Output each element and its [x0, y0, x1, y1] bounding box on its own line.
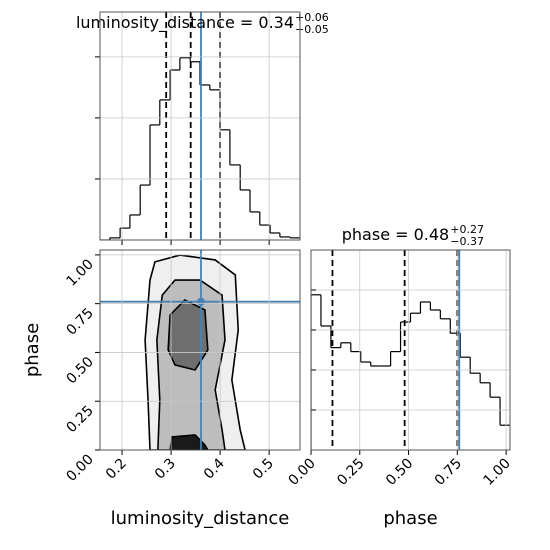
- contour: [167, 298, 209, 371]
- x-tick-label: 0.4: [201, 455, 228, 482]
- x-tick-label: 0.00: [285, 456, 318, 489]
- x-tick-label: 0.50: [383, 456, 416, 489]
- y-tick-label: 0.75: [63, 305, 96, 338]
- truth-point: [196, 297, 205, 306]
- plot-area: [311, 250, 510, 450]
- title-upper: +0.27: [450, 223, 484, 236]
- x-axis-label: phase: [383, 508, 437, 529]
- title-lower: −0.05: [295, 23, 329, 36]
- plot-area: [100, 12, 300, 240]
- y-axis-label: phase: [22, 323, 43, 377]
- y-tick-label: 0.50: [63, 354, 96, 387]
- x-tick-label: 0.2: [103, 456, 130, 483]
- title-lower: −0.37: [450, 235, 484, 248]
- panel-title: luminosity_distance = 0.34: [76, 13, 294, 33]
- x-tick-label: 0.5: [250, 456, 277, 483]
- frame: [99, 11, 301, 241]
- plot-area: [100, 250, 300, 450]
- x-tick-label: 0.75: [432, 456, 465, 489]
- title-upper: +0.06: [295, 11, 329, 24]
- x-tick-label: 1.00: [481, 456, 514, 489]
- panel-title: phase = 0.48: [342, 225, 449, 244]
- x-tick-label: 0.25: [334, 456, 367, 489]
- frame: [310, 249, 511, 451]
- frame: [99, 249, 301, 451]
- y-tick-label: 0.25: [63, 403, 96, 436]
- y-tick-label: 0.00: [63, 452, 96, 485]
- x-axis-label: luminosity_distance: [111, 508, 290, 529]
- x-tick-label: 0.3: [152, 456, 179, 483]
- contour: [169, 434, 209, 450]
- y-tick-label: 1.00: [63, 256, 96, 289]
